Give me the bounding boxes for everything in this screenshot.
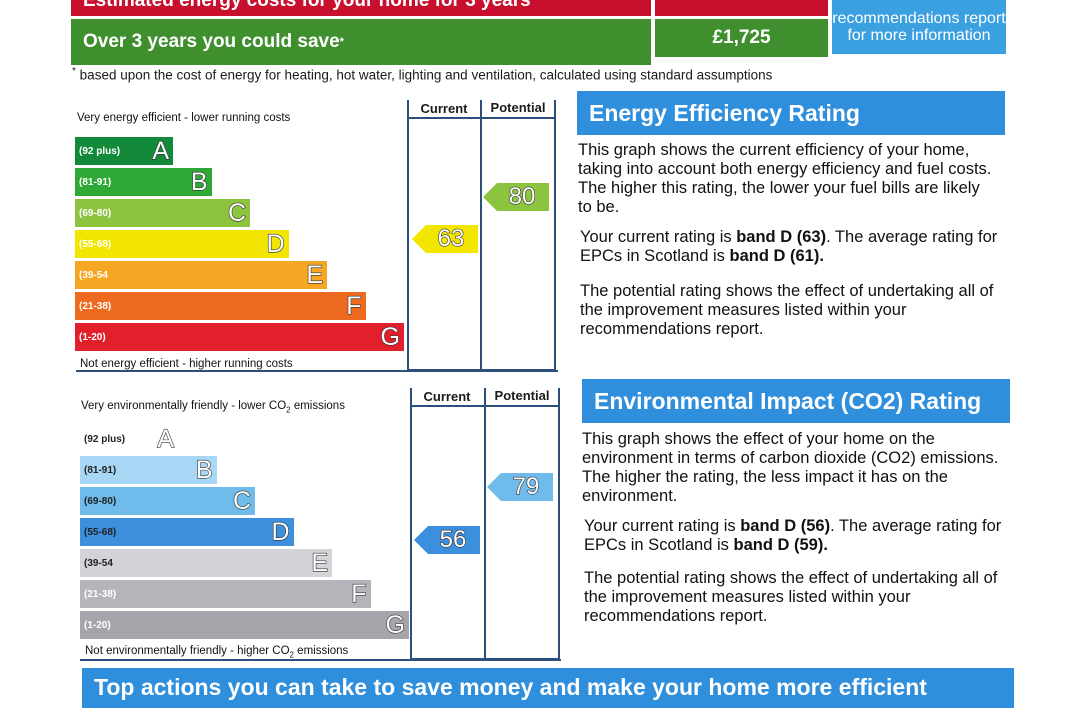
band-g-bar: (1-20) G (80, 611, 409, 639)
estimated-costs-row: Estimated energy costs for your home for… (71, 0, 651, 16)
band-range-label: (1-20) (84, 619, 111, 631)
env-top-caption: Very environmentally friendly - lower CO… (81, 400, 345, 415)
band-c-bar: (69-80) C (80, 487, 255, 515)
energy-panel-p2: Your current rating is band D (63). The … (580, 228, 998, 265)
band-range-label: (39-54 (84, 557, 113, 569)
env-panel-title: Environmental Impact (CO2) Rating (582, 379, 1010, 423)
band-b-bar: (81-91) B (75, 168, 212, 196)
savings-label: Over 3 years you could save (83, 31, 340, 52)
band-letter: B (190, 167, 208, 196)
energy-col-divider (480, 100, 482, 370)
env-header-line (410, 405, 560, 407)
top-actions-banner: Top actions you can take to save money a… (82, 668, 1014, 708)
band-d-bar: (55-68) D (80, 518, 294, 546)
energy-current-value: 63 (437, 225, 465, 253)
band-range-label: (21-38) (84, 588, 117, 600)
env-col-current: Current (423, 389, 471, 404)
band-letter: D (271, 517, 290, 546)
band-range-label: (1-20) (79, 331, 106, 343)
band-letter: G (380, 322, 401, 351)
energy-potential-value: 80 (508, 183, 536, 211)
env-current-value: 56 (439, 526, 467, 554)
band-c-bar: (69-80) C (75, 199, 250, 227)
band-letter: E (311, 548, 329, 577)
band-letter: D (266, 229, 285, 258)
savings-row: Over 3 years you could save * (71, 19, 651, 65)
band-letter: B (195, 455, 213, 484)
band-f-bar: (21-38) F (75, 292, 366, 320)
cost-footnote: * based upon the cost of energy for heat… (72, 66, 773, 83)
band-letter: C (227, 198, 246, 227)
band-letter: C (232, 486, 251, 515)
env-bottom-line (80, 659, 561, 661)
savings-asterisk: * (339, 36, 344, 48)
band-letter: F (346, 291, 363, 320)
band-e-bar: (39-54 E (75, 261, 327, 289)
env-potential-value: 79 (512, 473, 540, 501)
band-range-label: (21-38) (79, 300, 112, 312)
energy-top-caption: Very energy efficient - lower running co… (77, 112, 291, 124)
band-range-label: (69-80) (79, 207, 112, 219)
energy-col-potential: Potential (490, 100, 546, 115)
env-panel-p2: Your current rating is band D (56). The … (584, 517, 1002, 554)
env-current-arrow: 56 (414, 526, 480, 554)
band-range-label: (92 plus) (79, 145, 121, 157)
band-a-bar: (92 plus) A (75, 137, 173, 165)
energy-col-current: Current (420, 101, 468, 116)
energy-header-line (407, 117, 556, 119)
env-col-divider (484, 388, 486, 659)
env-bottom-caption: Not environmentally friendly - higher CO… (85, 645, 349, 660)
estimated-costs-value (655, 0, 828, 16)
energy-bottom-caption: Not energy efficient - higher running co… (80, 358, 293, 370)
band-range-label: (55-68) (84, 526, 117, 538)
estimated-costs-label: Estimated energy costs for your home for… (83, 0, 531, 11)
savings-value: £1,725 (655, 19, 828, 57)
energy-current-arrow: 63 (412, 225, 478, 253)
band-letter: A (157, 424, 175, 453)
band-range-label: (81-91) (79, 176, 112, 188)
env-panel-p1: This graph shows the effect of your home… (582, 430, 999, 505)
band-letter: G (385, 610, 406, 639)
energy-panel-p3: The potential rating shows the effect of… (580, 282, 994, 338)
band-range-label: (81-91) (84, 464, 117, 476)
energy-potential-arrow: 80 (483, 183, 549, 211)
band-range-label: (69-80) (84, 495, 117, 507)
band-f-bar: (21-38) F (80, 580, 371, 608)
band-letter: E (306, 260, 324, 289)
recommendations-note: recommendations report for more informat… (832, 0, 1006, 54)
band-letter: F (351, 579, 368, 608)
energy-bottom-line (76, 370, 558, 372)
band-range-label: (39-54 (79, 269, 108, 281)
env-potential-arrow: 79 (487, 473, 553, 501)
band-range-label: (55-68) (79, 238, 112, 250)
env-panel-p3: The potential rating shows the effect of… (584, 569, 998, 625)
band-letter: A (152, 136, 170, 165)
energy-panel-p1: This graph shows the current efficiency … (578, 141, 992, 216)
band-e-bar: (39-54 E (80, 549, 332, 577)
band-range-label: (92 plus) (84, 433, 126, 445)
band-a-bar: (92 plus) A (80, 425, 178, 453)
band-d-bar: (55-68) D (75, 230, 289, 258)
energy-panel-title: Energy Efficiency Rating (577, 91, 1005, 135)
env-col-potential: Potential (494, 388, 550, 403)
band-g-bar: (1-20) G (75, 323, 404, 351)
band-b-bar: (81-91) B (80, 456, 217, 484)
